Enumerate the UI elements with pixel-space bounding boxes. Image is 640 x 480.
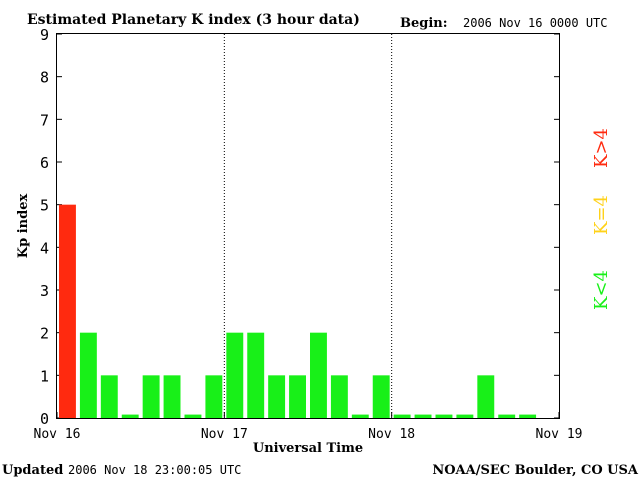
kp-bar: [456, 414, 474, 418]
y-tick-label: 6: [40, 154, 49, 172]
y-tick-label: 2: [40, 325, 49, 343]
kp-bar: [79, 332, 97, 418]
y-tick-label: 9: [40, 26, 49, 44]
x-tick-label: Nov 17: [201, 427, 248, 442]
kp-bar: [163, 375, 181, 418]
legend-k-equal-4: K=4: [591, 195, 612, 235]
y-axis-ticks: 0 1 2 3 4 5 6 7 8 9: [40, 26, 559, 428]
y-tick-label: 5: [40, 197, 49, 215]
updated-value: 2006 Nov 18 23:00:05 UTC: [68, 463, 241, 477]
kp-bar: [351, 414, 369, 418]
kp-bar: [519, 414, 537, 418]
y-tick-label: 4: [40, 239, 49, 257]
kp-bar: [142, 375, 160, 418]
kp-bar: [121, 414, 139, 418]
legend-k-below-4: K<4: [591, 270, 612, 310]
y-tick-label: 7: [40, 111, 49, 129]
kp-bar: [205, 375, 223, 418]
kp-bar: [100, 375, 118, 418]
kp-bar: [184, 414, 202, 418]
day-dividers: [223, 34, 393, 418]
chart-title: Estimated Planetary K index (3 hour data…: [27, 12, 360, 28]
y-tick-label: 3: [40, 282, 49, 300]
bars: [59, 204, 537, 418]
x-tick-label: Nov 16: [34, 427, 81, 442]
x-axis-ticks: Nov 16 Nov 17 Nov 18 Nov 19: [34, 412, 583, 442]
begin-label: Begin:: [400, 16, 448, 31]
plot-frame: [56, 33, 560, 419]
updated-label: Updated: [2, 463, 63, 478]
kp-bar: [247, 332, 265, 418]
legend-k-above-4: K>4: [591, 128, 612, 168]
kp-bar: [393, 414, 411, 418]
kp-bar: [268, 375, 286, 418]
source-credit: NOAA/SEC Boulder, CO USA: [432, 463, 639, 478]
kp-bar: [59, 204, 76, 418]
begin-value: 2006 Nov 16 0000 UTC: [463, 16, 608, 30]
legend: K>4 K=4 K<4: [591, 128, 612, 310]
y-tick-label: 0: [40, 410, 49, 428]
kp-bar: [477, 375, 495, 418]
y-tick-label: 1: [40, 367, 49, 385]
kp-bar: [226, 332, 244, 418]
kp-bar: [414, 414, 432, 418]
y-tick-label: 8: [40, 69, 49, 87]
kp-bar: [498, 414, 516, 418]
kp-bar: [310, 332, 327, 418]
y-axis-label: Kp index: [16, 194, 31, 259]
kp-bar: [330, 375, 348, 418]
kp-bar: [372, 375, 390, 418]
kp-bar: [289, 375, 306, 418]
x-tick-label: Nov 19: [536, 427, 583, 442]
kp-bar: [435, 414, 453, 418]
x-tick-label: Nov 18: [368, 427, 415, 442]
x-axis-label: Universal Time: [253, 441, 363, 456]
